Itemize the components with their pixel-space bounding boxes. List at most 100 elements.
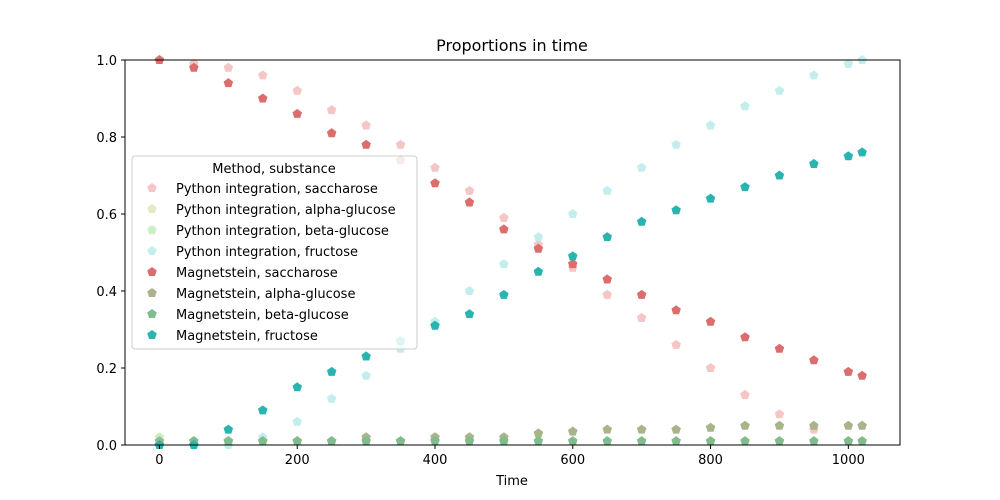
data-point: [430, 162, 440, 172]
legend-title: Method, substance: [212, 162, 336, 177]
data-point: [568, 426, 578, 436]
data-point: [361, 351, 371, 361]
data-point: [809, 70, 819, 80]
data-point: [499, 212, 509, 222]
y-axis: 0.0 0.2 0.4 0.6 0.8 1.0: [96, 54, 125, 454]
data-point: [774, 343, 785, 353]
data-point: [430, 320, 440, 330]
data-point: [292, 85, 302, 95]
data-point: [774, 170, 785, 180]
data-point: [809, 158, 819, 168]
x-tick-label: 600: [560, 453, 585, 468]
y-tick-label: 0.4: [96, 285, 117, 300]
data-point: [705, 436, 716, 446]
data-point: [361, 139, 371, 149]
legend-label: Python integration, beta-glucose: [176, 224, 389, 239]
data-point: [464, 436, 475, 446]
data-point: [258, 405, 268, 415]
data-point: [636, 162, 647, 172]
data-point: [857, 420, 867, 430]
data-point: [533, 232, 544, 242]
data-point: [636, 424, 647, 434]
legend-label: Python integration, fructose: [176, 245, 358, 260]
data-point: [636, 289, 647, 299]
x-tick-label: 200: [285, 453, 310, 468]
data-point: [326, 436, 337, 446]
data-point: [499, 224, 509, 234]
data-point: [705, 316, 716, 326]
data-point: [857, 370, 867, 380]
series-7: [154, 147, 867, 449]
data-point: [843, 436, 854, 446]
data-point: [499, 436, 509, 446]
data-point: [602, 436, 612, 446]
legend-marker: [147, 225, 157, 234]
data-point: [464, 309, 475, 319]
data-point: [671, 436, 681, 446]
data-point: [740, 436, 750, 446]
data-point: [464, 286, 475, 295]
data-point: [568, 436, 578, 446]
data-point: [774, 420, 785, 430]
data-point: [671, 339, 681, 349]
data-point: [843, 420, 854, 430]
data-point: [857, 436, 867, 446]
data-point: [636, 312, 647, 322]
data-point: [430, 178, 440, 188]
data-point: [740, 101, 750, 111]
data-point: [464, 197, 475, 207]
data-point: [809, 355, 819, 365]
data-point: [774, 85, 785, 95]
data-point: [499, 259, 509, 269]
y-tick-label: 0.2: [96, 362, 117, 377]
data-point: [671, 205, 681, 215]
legend-marker: [147, 183, 157, 192]
data-point: [292, 436, 302, 446]
legend-label: Python integration, alpha-glucose: [176, 203, 396, 218]
data-point: [636, 436, 647, 446]
data-point: [671, 424, 681, 434]
data-point: [705, 422, 716, 432]
legend-label: Magnetstein, saccharose: [176, 266, 338, 281]
data-point: [602, 424, 612, 434]
data-point: [740, 389, 750, 399]
data-point: [326, 128, 337, 138]
data-point: [740, 420, 750, 430]
legend-label: Magnetstein, beta-glucose: [176, 308, 349, 323]
legend-box: [131, 155, 418, 350]
data-point: [533, 243, 544, 253]
data-point: [189, 62, 199, 72]
x-axis: 0 200 400 600 800 1000: [155, 445, 865, 468]
data-point: [602, 289, 612, 299]
legend-label: Magnetstein, alpha-glucose: [176, 287, 355, 302]
data-point: [258, 70, 268, 80]
data-point: [292, 416, 302, 426]
y-tick-label: 0.6: [96, 208, 117, 223]
data-point: [774, 436, 785, 446]
legend-marker: [147, 267, 157, 276]
data-point: [740, 182, 750, 192]
data-point: [740, 332, 750, 342]
data-point: [843, 58, 854, 68]
data-point: [671, 139, 681, 149]
legend-label: Magnetstein, fructose: [176, 329, 318, 344]
data-point: [671, 305, 681, 315]
data-point: [258, 436, 268, 446]
legend: Method, substance Python integration, sa…: [131, 155, 418, 350]
data-point: [464, 185, 475, 195]
data-point: [568, 251, 578, 261]
data-point: [395, 436, 406, 446]
y-tick-label: 1.0: [96, 54, 117, 69]
data-point: [774, 409, 785, 419]
data-point: [533, 428, 544, 438]
data-point: [568, 209, 578, 218]
data-point: [602, 232, 612, 242]
data-point: [223, 62, 234, 72]
legend-marker: [147, 330, 157, 339]
legend-label: Python integration, saccharose: [176, 182, 378, 197]
data-point: [361, 120, 371, 130]
series-6: [154, 436, 867, 449]
data-point: [533, 266, 544, 276]
data-point: [326, 105, 337, 115]
